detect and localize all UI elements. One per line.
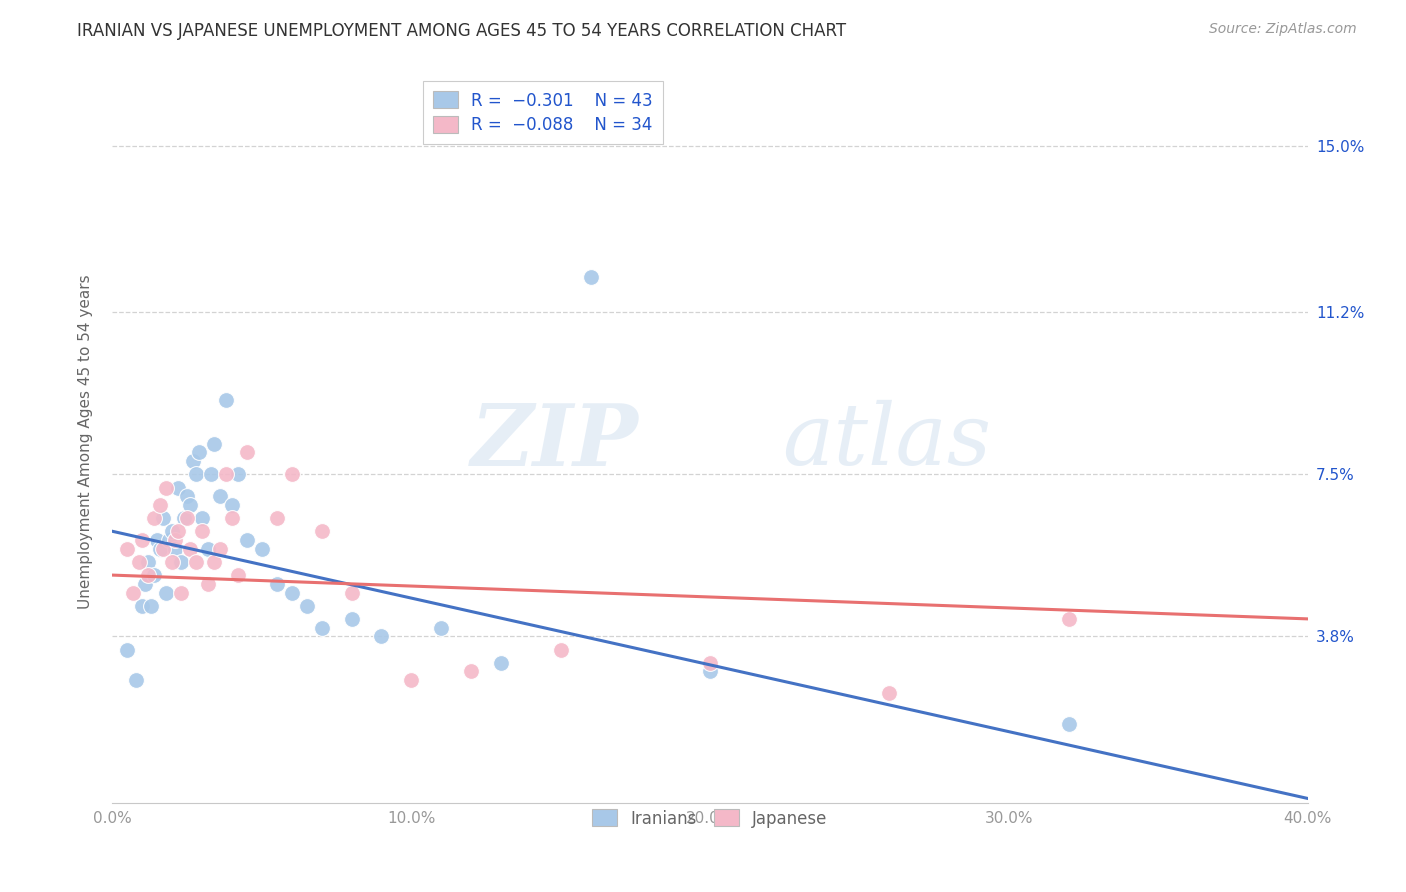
Point <box>117 642 139 657</box>
Point <box>311 621 333 635</box>
Point <box>197 541 219 556</box>
Point <box>281 585 304 599</box>
Point <box>146 533 169 547</box>
Point <box>155 585 177 599</box>
Point <box>209 541 232 556</box>
Legend: Iranians, Japanese: Iranians, Japanese <box>586 803 834 834</box>
Point <box>170 585 193 599</box>
Point <box>186 555 208 569</box>
Point <box>200 467 222 482</box>
Point <box>699 665 721 679</box>
Point <box>370 629 392 643</box>
Point <box>430 621 453 635</box>
Point <box>134 577 156 591</box>
Point <box>699 656 721 670</box>
Point <box>281 467 304 482</box>
Point <box>149 498 172 512</box>
Point <box>117 541 139 556</box>
Text: Source: ZipAtlas.com: Source: ZipAtlas.com <box>1209 22 1357 37</box>
Point <box>149 541 172 556</box>
Point <box>162 555 183 569</box>
Point <box>202 555 225 569</box>
Point <box>170 555 193 569</box>
Point <box>173 511 195 525</box>
Point <box>138 555 160 569</box>
Point <box>311 524 333 539</box>
Point <box>226 568 249 582</box>
Point <box>1057 612 1080 626</box>
Point <box>181 454 204 468</box>
Point <box>191 524 214 539</box>
Point <box>176 489 198 503</box>
Point <box>128 555 150 569</box>
Point <box>131 533 153 547</box>
Point <box>295 599 318 613</box>
Point <box>143 568 166 582</box>
Point <box>340 585 363 599</box>
Point <box>250 541 273 556</box>
Point <box>879 686 901 700</box>
Point <box>152 541 174 556</box>
Text: atlas: atlas <box>782 401 991 483</box>
Point <box>167 524 190 539</box>
Y-axis label: Unemployment Among Ages 45 to 54 years: Unemployment Among Ages 45 to 54 years <box>79 274 93 609</box>
Point <box>152 511 174 525</box>
Point <box>266 511 288 525</box>
Point <box>138 568 160 582</box>
Point <box>401 673 423 688</box>
Point <box>215 467 238 482</box>
Point <box>236 533 259 547</box>
Point <box>179 541 201 556</box>
Point <box>340 612 363 626</box>
Point <box>226 467 249 482</box>
Point <box>266 577 288 591</box>
Point <box>165 533 187 547</box>
Point <box>460 665 482 679</box>
Point <box>579 270 602 285</box>
Point <box>155 481 177 495</box>
Point <box>191 511 214 525</box>
Point <box>125 673 148 688</box>
Point <box>550 642 572 657</box>
Point <box>179 498 201 512</box>
Point <box>209 489 232 503</box>
Text: IRANIAN VS JAPANESE UNEMPLOYMENT AMONG AGES 45 TO 54 YEARS CORRELATION CHART: IRANIAN VS JAPANESE UNEMPLOYMENT AMONG A… <box>77 22 846 40</box>
Point <box>188 445 211 459</box>
Point <box>236 445 259 459</box>
Point <box>221 511 243 525</box>
Point <box>167 481 190 495</box>
Point <box>122 585 145 599</box>
Point <box>157 533 180 547</box>
Point <box>489 656 512 670</box>
Point <box>176 511 198 525</box>
Point <box>215 392 238 407</box>
Point <box>197 577 219 591</box>
Point <box>162 524 183 539</box>
Point <box>143 511 166 525</box>
Point <box>141 599 163 613</box>
Text: ZIP: ZIP <box>471 400 638 483</box>
Point <box>131 599 153 613</box>
Point <box>1057 717 1080 731</box>
Point <box>221 498 243 512</box>
Point <box>202 436 225 450</box>
Point <box>186 467 208 482</box>
Point <box>165 541 187 556</box>
